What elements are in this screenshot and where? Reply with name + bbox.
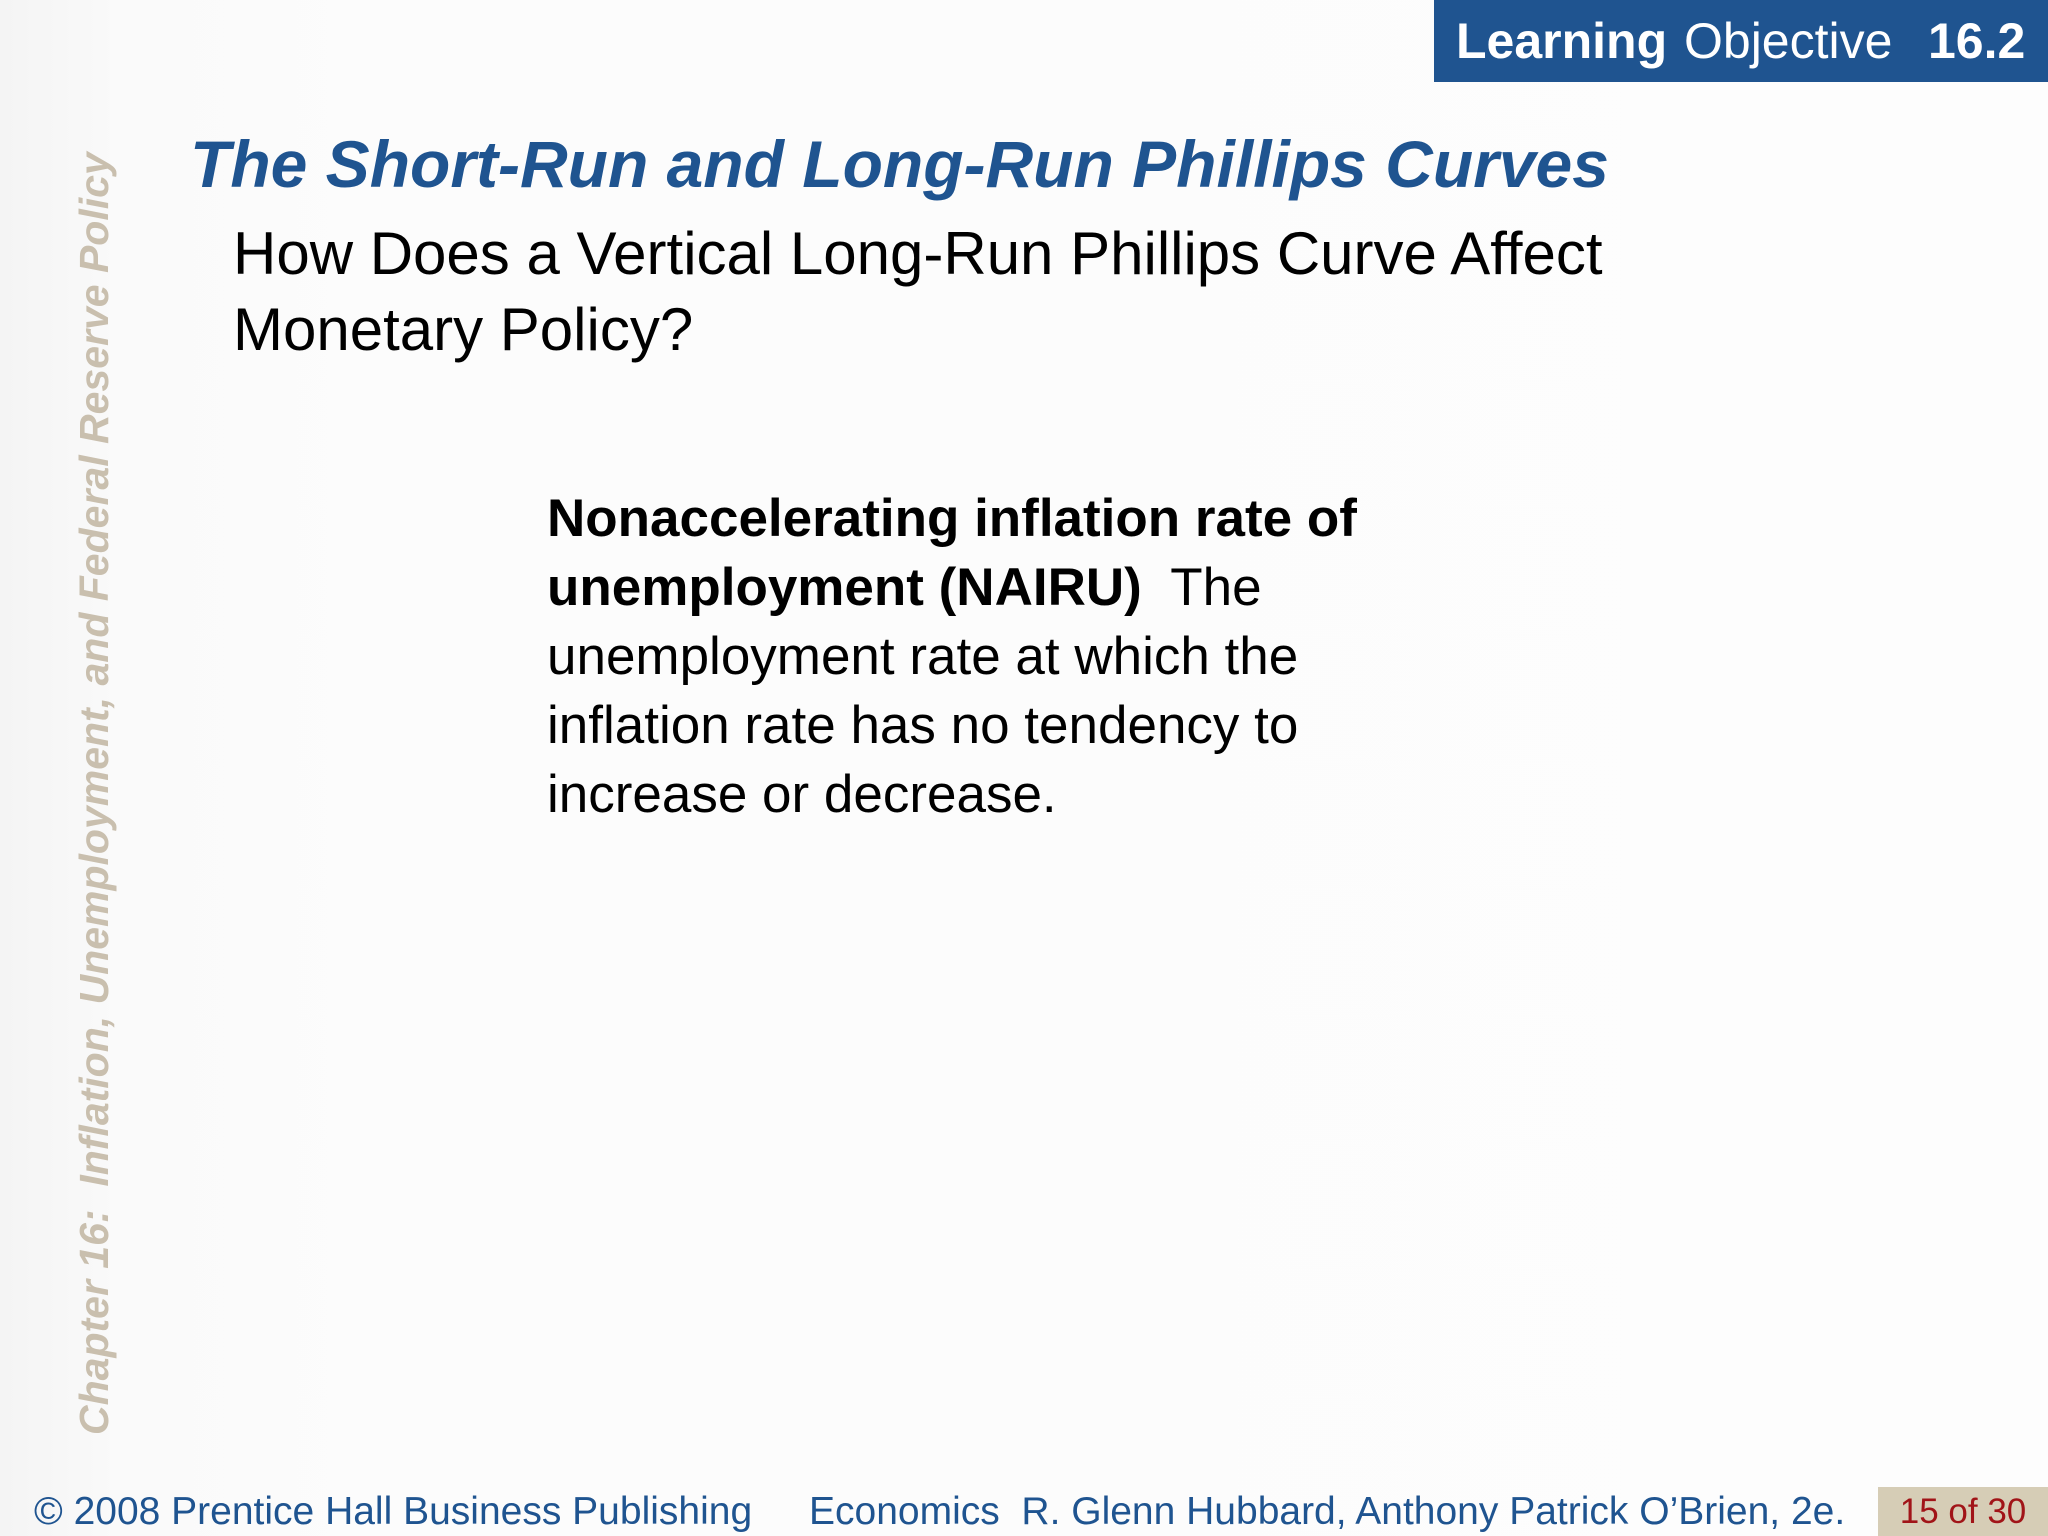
- slide-title: The Short-Run and Long-Run Phillips Curv…: [190, 127, 1609, 201]
- slide-subheading: How Does a Vertical Long-Run Phillips Cu…: [233, 220, 1603, 363]
- footer: © 2008 Prentice Hall Business Publishing…: [0, 1487, 2048, 1536]
- chapter-sidebar-label: Chapter 16: Inflation, Unemployment, and…: [71, 152, 117, 1435]
- learning-objective-number: 16.2: [1928, 13, 2026, 69]
- footer-copyright: © 2008 Prentice Hall Business Publishing: [34, 1490, 753, 1533]
- definition-text: The unemployment rate at which the infla…: [547, 558, 1299, 824]
- footer-book-credit: Economics R. Glenn Hubbard, Anthony Patr…: [809, 1490, 1846, 1533]
- definition-block: Nonaccelerating inflation rate of unempl…: [547, 484, 1467, 829]
- learning-objective-badge: Learning Objective 16.2: [1434, 0, 2048, 82]
- definition-term: Nonaccelerating inflation rate of unempl…: [547, 489, 1357, 617]
- page-number: 15 of 30: [1878, 1487, 2048, 1536]
- learning-objective-label-regular: Objective: [1684, 13, 1893, 69]
- learning-objective-label-bold: Learning: [1456, 13, 1668, 69]
